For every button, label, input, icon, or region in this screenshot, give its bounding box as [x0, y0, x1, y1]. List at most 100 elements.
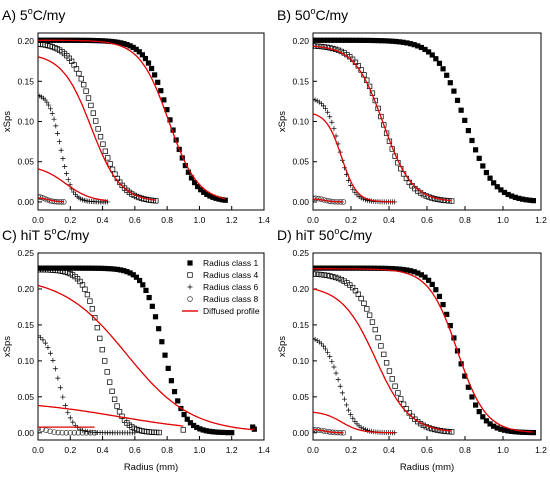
- data-point: [381, 122, 387, 128]
- data-point: [382, 265, 388, 271]
- data-point: [137, 277, 143, 284]
- data-point: [216, 196, 222, 202]
- data-point: [434, 427, 441, 433]
- panel-title-tail: C/my: [33, 7, 66, 23]
- legend-marker: [187, 296, 193, 302]
- data-point: [327, 273, 333, 279]
- legend-label: Radius class 6: [203, 282, 259, 292]
- data-point: [53, 123, 59, 129]
- x-tick-label: 0.4: [97, 215, 109, 225]
- data-point: [355, 291, 361, 297]
- data-point: [181, 411, 187, 418]
- diffused-profile-line: [38, 168, 108, 202]
- x-tick-label: 0.4: [383, 215, 395, 225]
- data-point: [55, 375, 61, 381]
- data-point: [41, 265, 47, 271]
- data-point: [105, 266, 111, 272]
- data-point: [328, 37, 334, 43]
- data-point: [313, 195, 319, 202]
- plot-area: [313, 265, 536, 436]
- data-point: [96, 38, 102, 44]
- diffused-profile-line: [313, 113, 395, 203]
- data-point: [93, 37, 99, 44]
- data-point: [407, 41, 414, 47]
- data-point: [76, 265, 82, 271]
- x-axis-label: Radius (mm): [124, 462, 178, 473]
- data-point: [426, 277, 432, 283]
- data-point: [164, 107, 170, 113]
- y-tick-label: 0.25: [17, 248, 34, 258]
- data-point: [317, 37, 323, 43]
- data-point: [320, 103, 326, 109]
- data-point: [83, 430, 90, 436]
- x-tick-label: 0.0: [307, 445, 319, 455]
- data-point: [97, 134, 104, 140]
- data-point: [342, 265, 349, 271]
- data-point: [352, 288, 359, 294]
- data-point: [382, 38, 388, 44]
- data-point: [462, 373, 468, 379]
- panel-title-tail: C/my: [57, 227, 90, 243]
- data-point: [38, 426, 41, 432]
- data-point: [328, 265, 334, 271]
- data-point: [153, 198, 159, 204]
- data-point: [47, 428, 53, 435]
- data-point: [349, 284, 356, 291]
- data-point: [516, 195, 522, 201]
- data-point: [167, 117, 173, 123]
- data-point: [219, 429, 225, 436]
- data-point: [344, 402, 350, 408]
- data-point: [381, 351, 387, 358]
- data-point: [42, 340, 48, 346]
- data-point: [130, 272, 136, 278]
- data-point: [90, 110, 96, 116]
- data-point: [350, 265, 356, 271]
- data-point: [73, 265, 79, 271]
- data-point: [353, 265, 359, 271]
- data-point: [152, 72, 158, 78]
- data-point: [107, 379, 113, 385]
- data-point: [324, 37, 331, 43]
- data-point: [38, 335, 43, 341]
- panel-title-tail: C/my: [315, 7, 348, 23]
- data-point: [323, 346, 329, 352]
- plot-frame: [37, 252, 265, 441]
- data-point: [145, 60, 152, 66]
- x-tick-label: 0.8: [459, 445, 471, 455]
- panel-title-main: C) hiT 5: [2, 227, 52, 243]
- y-tick-label: 0.20: [292, 36, 309, 46]
- data-point: [60, 394, 66, 400]
- data-point: [498, 187, 504, 193]
- series-radius-class-6: [38, 92, 110, 205]
- data-point: [498, 426, 504, 432]
- data-point: [436, 293, 443, 299]
- diffused-profile-line: [38, 56, 156, 201]
- legend-marker: [187, 284, 193, 290]
- data-point: [437, 428, 444, 434]
- panel-title-main: A) 5: [2, 7, 28, 23]
- data-point: [175, 398, 181, 404]
- data-point: [371, 37, 378, 44]
- data-point: [187, 420, 194, 426]
- x-tick-label: 0.0: [32, 215, 44, 225]
- data-point: [389, 376, 395, 382]
- data-point: [111, 266, 117, 272]
- data-point: [505, 428, 511, 434]
- data-point: [320, 343, 326, 349]
- data-point: [313, 96, 316, 102]
- data-point: [429, 281, 435, 288]
- plot-area: [313, 37, 536, 205]
- data-point: [346, 265, 352, 271]
- data-point: [505, 191, 511, 198]
- data-point: [111, 396, 118, 402]
- panel-title-main: D) hiT 50: [277, 227, 335, 243]
- data-point: [225, 429, 232, 436]
- data-point: [184, 416, 190, 422]
- data-point: [44, 99, 50, 105]
- diffused-profile-line: [313, 288, 452, 432]
- data-point: [87, 430, 94, 436]
- x-tick-label: 1.0: [194, 215, 206, 225]
- data-point: [92, 265, 98, 271]
- data-point: [369, 319, 376, 325]
- data-point: [332, 265, 338, 271]
